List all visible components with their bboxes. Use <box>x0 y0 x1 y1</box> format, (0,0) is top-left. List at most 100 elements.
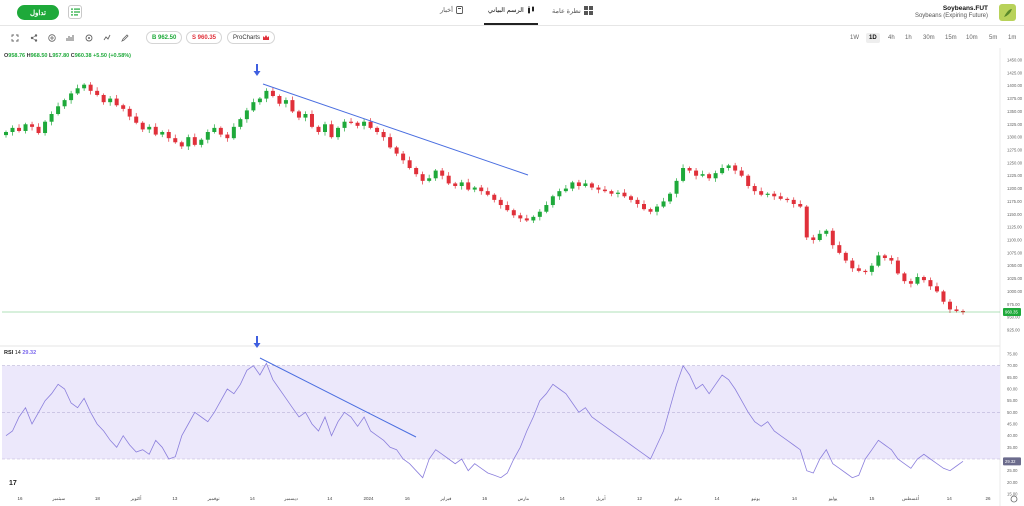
candle-body <box>277 96 282 104</box>
candle-body <box>290 100 295 112</box>
active-tab-indicator <box>484 23 538 25</box>
candle-body <box>752 186 757 192</box>
candle-body <box>108 98 113 103</box>
share-icon[interactable] <box>30 34 38 42</box>
candle-body <box>739 170 744 176</box>
candle-body <box>655 206 660 212</box>
rsi-readout: RSI 14 29.32 <box>4 350 36 356</box>
price-tick-label: 1125.00 <box>1007 225 1022 230</box>
rsi-tick-label: 75.00 <box>1007 352 1018 357</box>
timeframe-1w[interactable]: 1W <box>850 35 859 41</box>
candle-body <box>661 201 666 207</box>
timeframe-1d[interactable]: 1D <box>866 33 880 43</box>
candle-body <box>270 90 275 96</box>
candle-body <box>602 189 607 192</box>
candle-body <box>95 90 100 95</box>
chart-toolbar: B 962.50 S 960.35 ProCharts 1W 1D 4h 1h 30m 1… <box>0 28 1024 48</box>
timeframe-4h[interactable]: 4h <box>888 35 895 41</box>
candle-body <box>908 281 913 284</box>
candle-body <box>433 170 438 179</box>
candle-body <box>186 137 191 147</box>
change-value: +5.50 (+0.58%) <box>93 53 131 59</box>
candle-body <box>257 98 262 103</box>
candle-body <box>694 170 699 176</box>
price-tick-label: 1275.00 <box>1007 148 1023 153</box>
price-tick-label: 1025.00 <box>1007 276 1023 281</box>
symbol-info: Soybeans.FUT Soybeans (Expiring Future) <box>915 5 988 19</box>
tab-overview[interactable]: نظرة عامة <box>552 6 593 15</box>
candle-body <box>244 110 249 120</box>
candle-body <box>863 270 868 273</box>
fullscreen-icon[interactable] <box>11 34 19 42</box>
candle-body <box>296 111 301 118</box>
time-tick-label: 26 <box>985 496 991 501</box>
sell-price-label: S 960.35 <box>192 34 217 41</box>
candle-body <box>303 114 308 118</box>
trade-button[interactable]: تداول <box>17 5 59 20</box>
candle-body <box>381 132 386 138</box>
axis-settings-icon[interactable] <box>1010 495 1018 503</box>
candle-body <box>791 199 796 204</box>
timeframe-1m[interactable]: 1m <box>1008 35 1017 41</box>
candle-body <box>407 160 412 168</box>
rsi-tick-label: 45.00 <box>1007 422 1018 427</box>
candle-body <box>856 268 861 271</box>
candle-body <box>394 147 399 154</box>
low-label: L <box>48 53 53 59</box>
time-tick-label: 14 <box>792 496 798 501</box>
candle-body <box>563 188 568 192</box>
tab-news[interactable]: أخبار <box>440 6 463 14</box>
candle-body <box>420 174 425 181</box>
candle-body <box>173 138 178 143</box>
candle-body <box>205 132 210 140</box>
candle-body <box>882 255 887 258</box>
candle-body <box>837 245 842 253</box>
price-tick-label: 1000.00 <box>1007 289 1023 294</box>
candle-body <box>427 178 432 181</box>
candle-body <box>10 127 15 132</box>
time-tick-label: 14 <box>327 496 333 501</box>
price-chart[interactable]: 1450.001425.001400.001375.001350.001325.… <box>0 48 1024 506</box>
candle-body <box>17 127 22 131</box>
candle-body <box>518 215 523 219</box>
price-tick-label: 1075.00 <box>1007 250 1023 255</box>
menu-button[interactable] <box>68 5 82 19</box>
candle-body <box>668 193 673 202</box>
compare-icon[interactable] <box>103 34 111 42</box>
candle-body <box>56 106 61 114</box>
timeframe-1h[interactable]: 1h <box>905 35 912 41</box>
candle-body <box>811 237 816 240</box>
buy-price-button[interactable]: B 962.50 <box>146 31 183 44</box>
timeframe-15m[interactable]: 15m <box>945 35 957 41</box>
time-tick-label: يوليو <box>828 496 838 502</box>
current-price-tag-label: 960.35 <box>1005 310 1018 315</box>
candle-body <box>362 121 367 126</box>
rsi-down-arrow-icon-head <box>253 343 261 348</box>
candle-body <box>414 168 419 175</box>
draw-pencil-icon[interactable] <box>121 34 129 42</box>
indicators-icon[interactable] <box>66 34 74 42</box>
candle-body <box>88 84 93 91</box>
timeframe-10m[interactable]: 10m <box>966 35 978 41</box>
close-label: C <box>70 53 75 59</box>
candle-body <box>485 191 490 195</box>
high-value: 968.50 <box>30 53 48 59</box>
candle-body <box>648 209 653 212</box>
sell-price-button[interactable]: S 960.35 <box>186 31 223 44</box>
add-indicator-icon[interactable] <box>48 34 56 42</box>
timeframe-5m[interactable]: 5m <box>989 35 998 41</box>
tab-chart[interactable]: الرسم البياني <box>488 6 536 14</box>
candle-body <box>349 121 354 123</box>
candle-body <box>915 277 920 284</box>
candle-body <box>622 192 627 197</box>
candle-body <box>140 122 145 130</box>
timeframe-30m[interactable]: 30m <box>923 35 935 41</box>
candle-body <box>121 105 126 109</box>
time-tick-label: 14 <box>250 496 256 501</box>
candle-body <box>674 180 679 194</box>
settings-icon[interactable] <box>85 34 93 42</box>
candle-body <box>869 265 874 272</box>
low-value: 957.80 <box>52 53 70 59</box>
rsi-trend-line <box>259 357 417 438</box>
procharts-button[interactable]: ProCharts <box>227 31 276 44</box>
